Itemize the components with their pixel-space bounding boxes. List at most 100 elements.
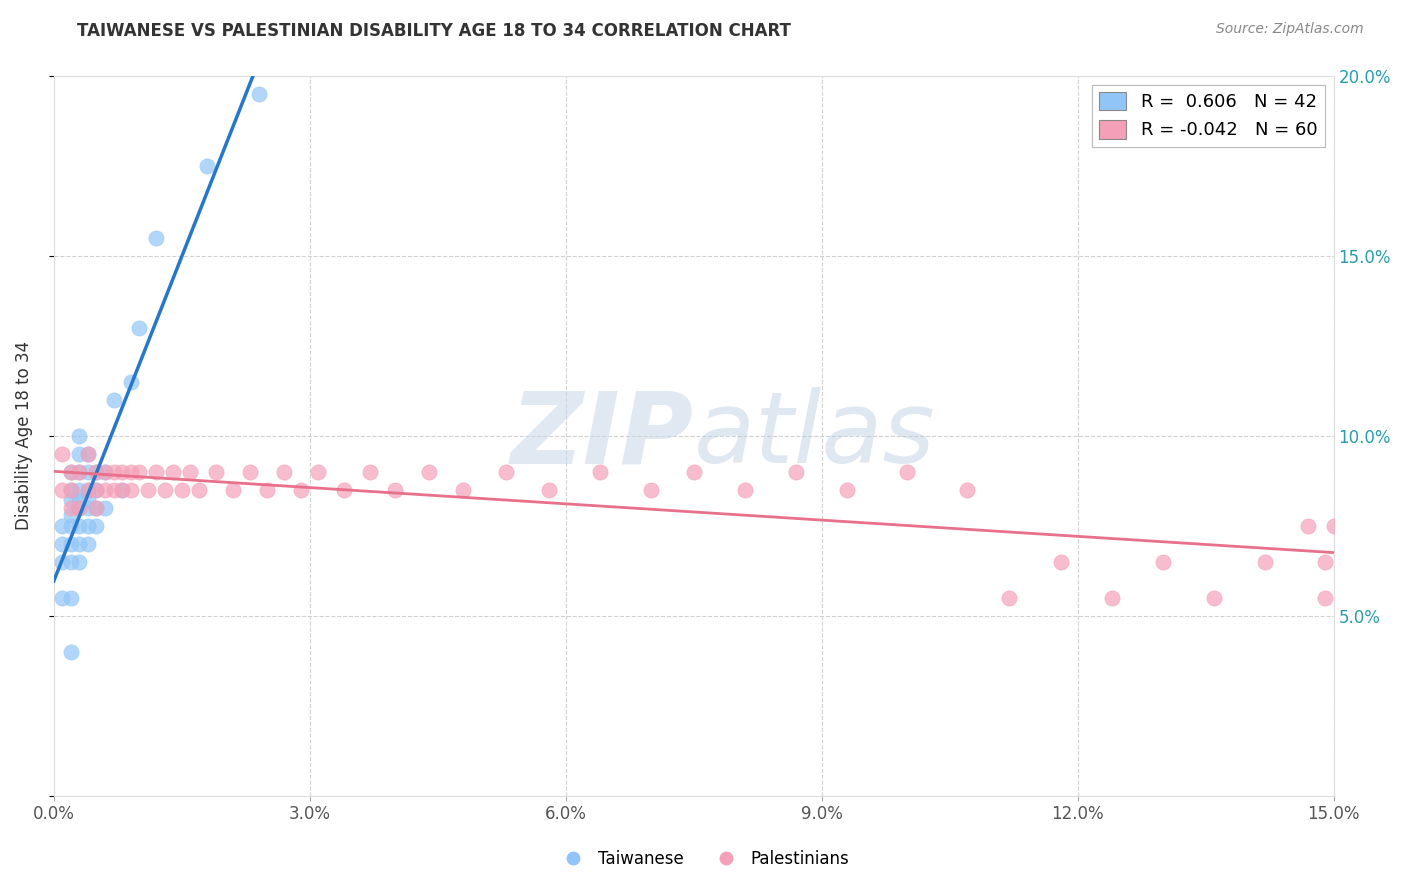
Point	[103, 392, 125, 407]
Point	[785, 465, 807, 479]
Point	[239, 465, 262, 479]
Point	[51, 591, 73, 605]
Point	[136, 483, 159, 497]
Point	[59, 500, 82, 515]
Point	[67, 447, 90, 461]
Point	[998, 591, 1021, 605]
Point	[77, 518, 100, 533]
Point	[67, 518, 90, 533]
Point	[67, 465, 90, 479]
Point	[145, 230, 167, 244]
Point	[640, 483, 662, 497]
Point	[222, 483, 245, 497]
Point	[59, 591, 82, 605]
Point	[77, 447, 100, 461]
Point	[59, 555, 82, 569]
Point	[1296, 518, 1319, 533]
Point	[86, 465, 108, 479]
Point	[187, 483, 209, 497]
Point	[256, 483, 278, 497]
Point	[495, 465, 517, 479]
Legend: Taiwanese, Palestinians: Taiwanese, Palestinians	[550, 844, 856, 875]
Point	[453, 483, 475, 497]
Point	[111, 483, 134, 497]
Point	[111, 465, 134, 479]
Point	[59, 537, 82, 551]
Point	[128, 320, 150, 334]
Point	[51, 483, 73, 497]
Point	[1152, 555, 1174, 569]
Point	[333, 483, 356, 497]
Point	[67, 555, 90, 569]
Point	[179, 465, 201, 479]
Point	[145, 465, 167, 479]
Point	[51, 537, 73, 551]
Point	[86, 500, 108, 515]
Point	[1254, 555, 1277, 569]
Point	[290, 483, 312, 497]
Legend: R =  0.606   N = 42, R = -0.042   N = 60: R = 0.606 N = 42, R = -0.042 N = 60	[1092, 85, 1324, 146]
Point	[589, 465, 612, 479]
Point	[77, 447, 100, 461]
Point	[59, 465, 82, 479]
Point	[94, 483, 117, 497]
Point	[1313, 591, 1336, 605]
Point	[51, 447, 73, 461]
Point	[359, 465, 381, 479]
Point	[418, 465, 440, 479]
Text: atlas: atlas	[693, 387, 935, 484]
Point	[59, 483, 82, 497]
Point	[77, 483, 100, 497]
Text: TAIWANESE VS PALESTINIAN DISABILITY AGE 18 TO 34 CORRELATION CHART: TAIWANESE VS PALESTINIAN DISABILITY AGE …	[77, 22, 792, 40]
Point	[51, 555, 73, 569]
Point	[1049, 555, 1071, 569]
Point	[67, 500, 90, 515]
Point	[120, 465, 142, 479]
Point	[86, 483, 108, 497]
Point	[59, 508, 82, 522]
Point	[59, 493, 82, 508]
Point	[197, 159, 219, 173]
Y-axis label: Disability Age 18 to 34: Disability Age 18 to 34	[15, 341, 32, 530]
Point	[94, 500, 117, 515]
Point	[120, 375, 142, 389]
Point	[1323, 518, 1346, 533]
Point	[67, 465, 90, 479]
Point	[537, 483, 560, 497]
Point	[1101, 591, 1123, 605]
Point	[205, 465, 228, 479]
Point	[734, 483, 756, 497]
Point	[86, 483, 108, 497]
Point	[77, 537, 100, 551]
Point	[103, 465, 125, 479]
Text: ZIP: ZIP	[510, 387, 693, 484]
Point	[247, 87, 270, 101]
Point	[170, 483, 193, 497]
Point	[307, 465, 329, 479]
Point	[837, 483, 859, 497]
Point	[67, 428, 90, 442]
Point	[94, 465, 117, 479]
Point	[682, 465, 704, 479]
Point	[896, 465, 918, 479]
Point	[111, 483, 134, 497]
Point	[103, 483, 125, 497]
Point	[59, 645, 82, 659]
Point	[86, 518, 108, 533]
Point	[59, 465, 82, 479]
Point	[77, 500, 100, 515]
Point	[86, 500, 108, 515]
Point	[384, 483, 406, 497]
Point	[77, 465, 100, 479]
Point	[77, 483, 100, 497]
Point	[94, 465, 117, 479]
Point	[86, 465, 108, 479]
Point	[77, 493, 100, 508]
Point	[153, 483, 176, 497]
Point	[162, 465, 184, 479]
Point	[59, 518, 82, 533]
Point	[1313, 555, 1336, 569]
Point	[67, 537, 90, 551]
Point	[67, 500, 90, 515]
Point	[956, 483, 979, 497]
